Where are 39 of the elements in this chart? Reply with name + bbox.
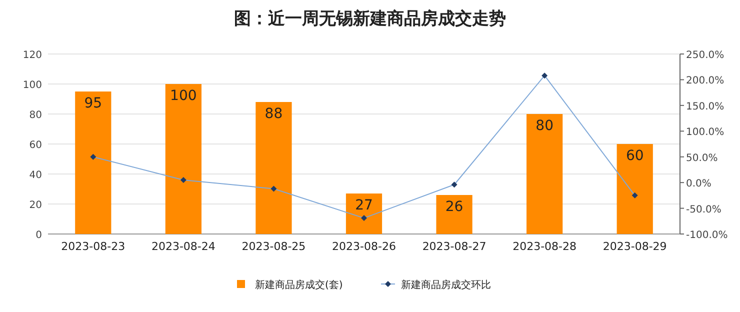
y-tick-label: 100 — [22, 80, 42, 91]
y-tick-label: 40 — [29, 170, 42, 181]
y-tick-label: 120 — [22, 50, 42, 61]
bar — [346, 194, 382, 234]
legend-label: 新建商品房成交环比 — [401, 279, 491, 291]
y-tick-label: 0 — [36, 230, 42, 241]
data-label: 80 — [536, 118, 554, 134]
y2-tick-label: 200.0% — [686, 76, 724, 87]
y2-tick-label: 250.0% — [686, 50, 724, 61]
x-tick-label: 2023-08-23 — [61, 240, 126, 253]
y-tick-label: 60 — [29, 140, 42, 151]
x-tick-label: 2023-08-26 — [332, 240, 396, 253]
y2-tick-label: -100.0% — [686, 230, 728, 241]
x-tick-label: 2023-08-27 — [422, 240, 486, 253]
bar — [616, 144, 653, 234]
x-tick-label: 2023-08-28 — [512, 240, 577, 253]
data-label: 100 — [170, 88, 197, 104]
data-label: 95 — [84, 96, 102, 112]
bar — [526, 114, 563, 234]
data-label: 60 — [626, 148, 644, 164]
y2-tick-label: 0.0% — [686, 178, 712, 190]
x-tick-label: 2023-08-24 — [151, 240, 216, 253]
y2-tick-label: 100.0% — [686, 127, 724, 138]
data-label: 88 — [264, 106, 283, 122]
y-tick-label: 80 — [29, 110, 42, 121]
bar — [165, 84, 202, 234]
x-tick-label: 2023-08-29 — [602, 240, 667, 253]
legend-label: 新建商品房成交(套) — [255, 279, 343, 291]
data-label: 27 — [355, 198, 373, 214]
bar — [256, 102, 292, 234]
x-tick-label: 2023-08-25 — [242, 240, 306, 253]
chart-title: 图：近一周无锡新建商品房成交走势 — [234, 9, 506, 29]
bar — [436, 195, 472, 234]
y2-tick-label: 50.0% — [686, 152, 718, 164]
y2-tick-label: -50.0% — [686, 204, 722, 216]
y2-tick-label: 150.0% — [686, 101, 724, 112]
data-label: 26 — [445, 199, 464, 215]
y-tick-label: 20 — [29, 200, 42, 211]
bar — [75, 92, 112, 234]
